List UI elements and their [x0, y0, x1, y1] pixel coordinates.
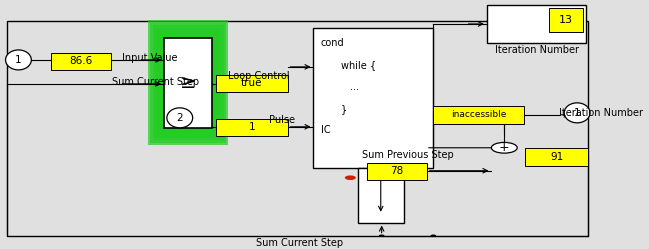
Bar [160, 33, 217, 133]
Bar [313, 28, 434, 168]
Bar [7, 21, 588, 236]
Text: Sum Previous Step: Sum Previous Step [362, 150, 454, 160]
Text: 13: 13 [559, 15, 573, 25]
Text: while {: while { [341, 60, 376, 70]
Circle shape [345, 176, 356, 180]
Text: 78: 78 [390, 166, 404, 176]
Bar [434, 106, 524, 124]
Bar [215, 75, 288, 92]
Text: cond: cond [321, 38, 345, 48]
Bar [157, 30, 219, 135]
Ellipse shape [564, 103, 590, 123]
Bar [526, 148, 588, 166]
Bar [162, 35, 214, 130]
Text: Loop Control: Loop Control [228, 71, 289, 81]
Text: 1: 1 [15, 55, 22, 65]
Circle shape [491, 142, 517, 153]
Bar [215, 119, 288, 136]
Ellipse shape [167, 108, 193, 128]
Text: Sum Current Step: Sum Current Step [256, 238, 343, 248]
Text: Iteration Number: Iteration Number [559, 108, 643, 118]
Text: ...: ... [350, 82, 360, 92]
Text: ≥: ≥ [180, 73, 196, 92]
Text: Pulse: Pulse [269, 115, 295, 125]
Bar [550, 8, 583, 32]
Circle shape [379, 235, 384, 237]
Bar [153, 25, 223, 140]
Bar [51, 53, 110, 70]
Circle shape [430, 235, 436, 237]
Text: inaccessible: inaccessible [451, 110, 506, 119]
Text: 91: 91 [550, 152, 563, 162]
Bar [155, 28, 221, 138]
Bar [151, 23, 226, 143]
Text: true: true [241, 78, 262, 88]
Bar [487, 5, 586, 43]
Text: 1: 1 [249, 122, 255, 132]
Text: Iteration Number: Iteration Number [495, 45, 578, 55]
Bar [358, 168, 404, 223]
Bar [148, 20, 228, 145]
Text: +: + [499, 141, 509, 154]
Text: Input Value: Input Value [122, 53, 177, 63]
Text: 1: 1 [574, 108, 580, 118]
Ellipse shape [6, 50, 31, 70]
Text: 2: 2 [177, 113, 183, 123]
Bar [164, 38, 212, 128]
Text: Sum Current Step: Sum Current Step [112, 77, 200, 87]
Text: 86.6: 86.6 [69, 57, 92, 66]
Bar [367, 163, 427, 180]
Text: IC: IC [321, 125, 330, 135]
Text: }: } [341, 104, 347, 114]
